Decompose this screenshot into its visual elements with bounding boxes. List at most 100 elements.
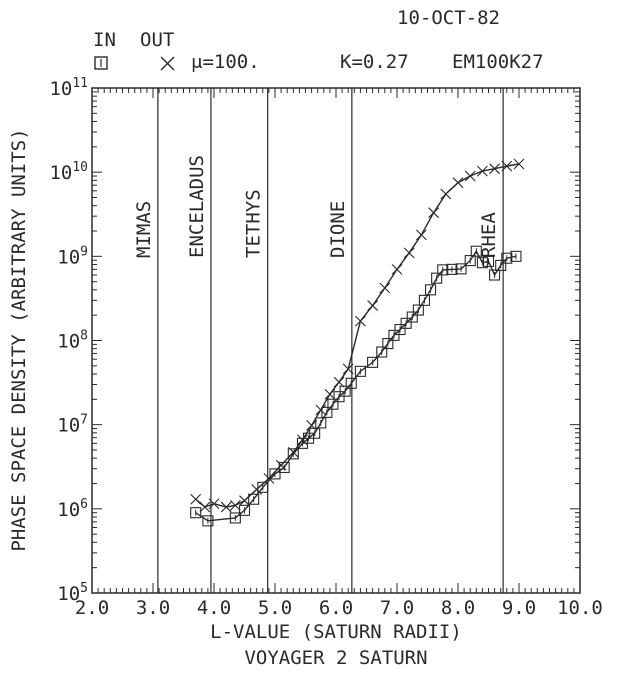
data-point-out [477, 165, 488, 177]
x-tick-label: 9.0 [502, 597, 536, 619]
legend-in-marker [94, 56, 108, 70]
data-point-in [464, 255, 476, 267]
y-tick-label: 1011 [49, 76, 88, 100]
y-tick-label: 106 [57, 497, 88, 521]
data-point-out [440, 188, 452, 200]
series-out [190, 158, 525, 513]
data-point-in [482, 255, 495, 267]
data-point-out [297, 434, 308, 446]
moon-lines: MIMAS ENCELADUS TETHYS DIONE RHEA [133, 88, 504, 593]
data-point-in [257, 481, 269, 493]
y-axis-label: PHASE SPACE DENSITY (ARBITRARY UNITS) [8, 128, 30, 551]
data-point-in [202, 515, 214, 527]
data-point-in [327, 398, 339, 410]
chart-title: VOYAGER 2 SATURN [244, 647, 427, 669]
run-id-label: EM100K27 [452, 51, 544, 73]
data-point-in [400, 317, 412, 329]
data-point-in [229, 512, 241, 524]
data-point-out [239, 495, 250, 507]
data-point-out [315, 404, 327, 416]
data-point-in [424, 284, 437, 296]
mu-label: μ=100. [191, 51, 260, 73]
data-point-out [416, 229, 427, 241]
data-point-out [324, 388, 336, 400]
data-point-out [199, 501, 211, 513]
data-point-out [513, 158, 525, 170]
plot-frame [91, 87, 581, 594]
data-point-in [238, 504, 251, 516]
x-tick-labels: 2.0 3.0 4.0 5.0 6.0 7.0 8.0 9.0 10.0 [75, 597, 603, 619]
data-point-in [382, 337, 394, 350]
data-point-in [345, 377, 357, 389]
date-label: 10-OCT-82 [397, 7, 500, 29]
legend-out-label: OUT [140, 29, 174, 51]
data-point-out [229, 499, 241, 511]
moon-label-mimas: MIMAS [133, 201, 155, 258]
x-tick-label: 5.0 [258, 597, 292, 619]
data-point-in [495, 259, 507, 271]
data-point-in [501, 252, 513, 264]
data-point-out [333, 376, 345, 388]
x-tick-label: 4.0 [197, 597, 231, 619]
data-point-in [394, 323, 406, 336]
data-point-in [476, 257, 488, 269]
x-tick-label: 3.0 [136, 597, 170, 619]
data-point-out [251, 484, 263, 495]
data-point-out [489, 163, 500, 175]
data-point-in [510, 250, 522, 262]
data-point-in [376, 346, 388, 358]
data-point-in [354, 365, 366, 377]
data-point-out [190, 493, 202, 505]
data-point-in [321, 406, 333, 418]
data-point-in [406, 311, 418, 323]
data-point-out [306, 420, 317, 431]
minor-ticks [91, 87, 581, 594]
data-point-in [367, 356, 379, 368]
data-point-out [367, 300, 378, 311]
data-point-out [501, 160, 513, 172]
data-point-in [455, 263, 467, 275]
moon-label-enceladus: ENCELADUS [186, 155, 208, 258]
data-point-in [470, 245, 482, 257]
data-point-out [391, 263, 403, 275]
y-tick-label: 109 [57, 244, 88, 268]
data-point-out [452, 177, 464, 189]
data-point-in [418, 294, 431, 306]
series-in [190, 245, 522, 527]
k-label: K=0.27 [340, 51, 409, 73]
data-point-in [315, 417, 327, 429]
x-tick-label: 8.0 [441, 597, 475, 619]
y-tick-label: 108 [57, 329, 88, 353]
data-point-out [464, 170, 476, 182]
y-tick-label: 107 [57, 413, 88, 437]
data-point-out [263, 472, 275, 484]
y-tick-labels: 105 106 107 108 109 1010 1011 [49, 76, 88, 605]
x-axis-label: L-VALUE (SATURN RADII) [210, 621, 462, 643]
data-point-out [342, 363, 354, 375]
data-point-in [431, 272, 443, 284]
data-point-out [379, 282, 391, 294]
legend-in-label: IN [93, 29, 116, 51]
data-point-out [428, 207, 439, 219]
data-point-in [412, 304, 424, 316]
data-point-in [446, 263, 458, 275]
x-tick-label: 2.0 [75, 597, 109, 619]
data-point-out [275, 459, 287, 471]
moon-label-dione: DIONE [327, 201, 349, 258]
data-point-out [220, 501, 232, 513]
x-tick-label: 6.0 [319, 597, 353, 619]
y-tick-label: 1010 [49, 160, 88, 184]
legend-out-marker [160, 56, 175, 71]
data-point-in [437, 264, 449, 276]
data-point-in [190, 507, 202, 519]
moon-label-rhea: RHEA [478, 212, 500, 258]
data-point-out [208, 498, 220, 510]
x-tick-label: 10.0 [557, 597, 603, 619]
data-point-in [489, 269, 501, 281]
data-point-in [339, 385, 351, 397]
x-tick-label: 7.0 [380, 597, 414, 619]
data-point-out [355, 315, 366, 327]
data-point-out [403, 247, 415, 259]
data-point-out [287, 446, 299, 458]
